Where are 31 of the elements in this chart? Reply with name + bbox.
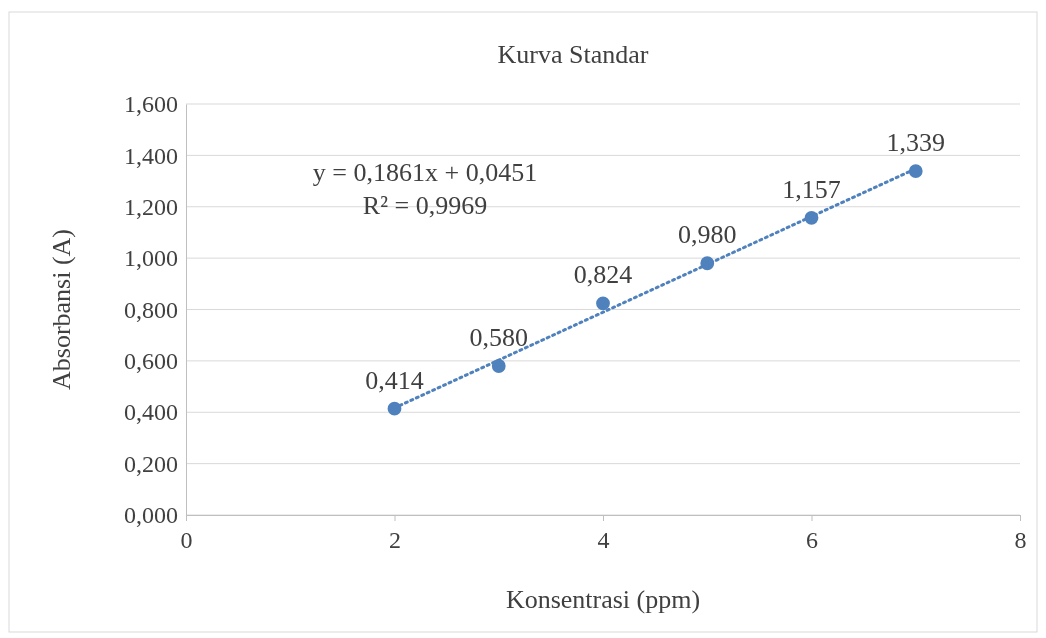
y-tick-label: 0,200 xyxy=(124,450,178,477)
data-label: 0,414 xyxy=(365,365,424,395)
point xyxy=(700,256,715,271)
y-tick-label: 0,800 xyxy=(124,296,178,323)
x-tick-label: 4 xyxy=(597,527,610,553)
data-label: 0,824 xyxy=(573,260,633,290)
point xyxy=(491,359,506,373)
y-tick-label: 0,600 xyxy=(124,348,178,375)
y-tick-label: 0,400 xyxy=(124,399,178,426)
point xyxy=(596,296,610,311)
x-tick-label: 8 xyxy=(1014,527,1027,553)
x-tick-label: 6 xyxy=(806,527,818,553)
y-tick-label: 1,000 xyxy=(124,245,178,272)
data-label: 0,580 xyxy=(469,323,528,353)
chart-title: Kurva Standar xyxy=(497,40,649,69)
x-tick-label: 2 xyxy=(389,527,401,553)
data-label: 0,980 xyxy=(678,220,737,250)
point xyxy=(387,401,402,416)
y-axis-title: Absorbansi (A) xyxy=(47,228,76,391)
y-tick-label: 0,000 xyxy=(124,502,178,529)
y-tick-label: 1,200 xyxy=(124,193,178,220)
x-axis-title: Konsentrasi (ppm) xyxy=(505,585,701,614)
x-tick-label: 0 xyxy=(180,527,193,553)
point xyxy=(908,164,923,178)
data-label: 1,339 xyxy=(886,128,945,158)
annotation: R² = 0,9969 xyxy=(362,191,488,220)
point xyxy=(804,210,819,225)
annotation: y = 0,1861x + 0,0451 xyxy=(312,158,538,187)
y-tick-label: 1,600 xyxy=(124,91,178,118)
y-tick-label: 1,400 xyxy=(124,142,178,169)
data-label: 1,157 xyxy=(782,174,841,204)
